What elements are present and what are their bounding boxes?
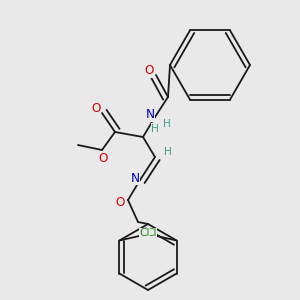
Text: Cl: Cl [146,229,157,238]
Text: O: O [115,196,125,208]
Text: O: O [98,152,108,164]
Text: H: H [163,119,171,129]
Text: N: N [130,172,140,184]
Text: O: O [144,64,154,77]
Text: H: H [164,147,172,157]
Text: N: N [146,109,154,122]
Text: H: H [151,124,159,134]
Text: Cl: Cl [139,229,150,238]
Text: O: O [91,101,101,115]
